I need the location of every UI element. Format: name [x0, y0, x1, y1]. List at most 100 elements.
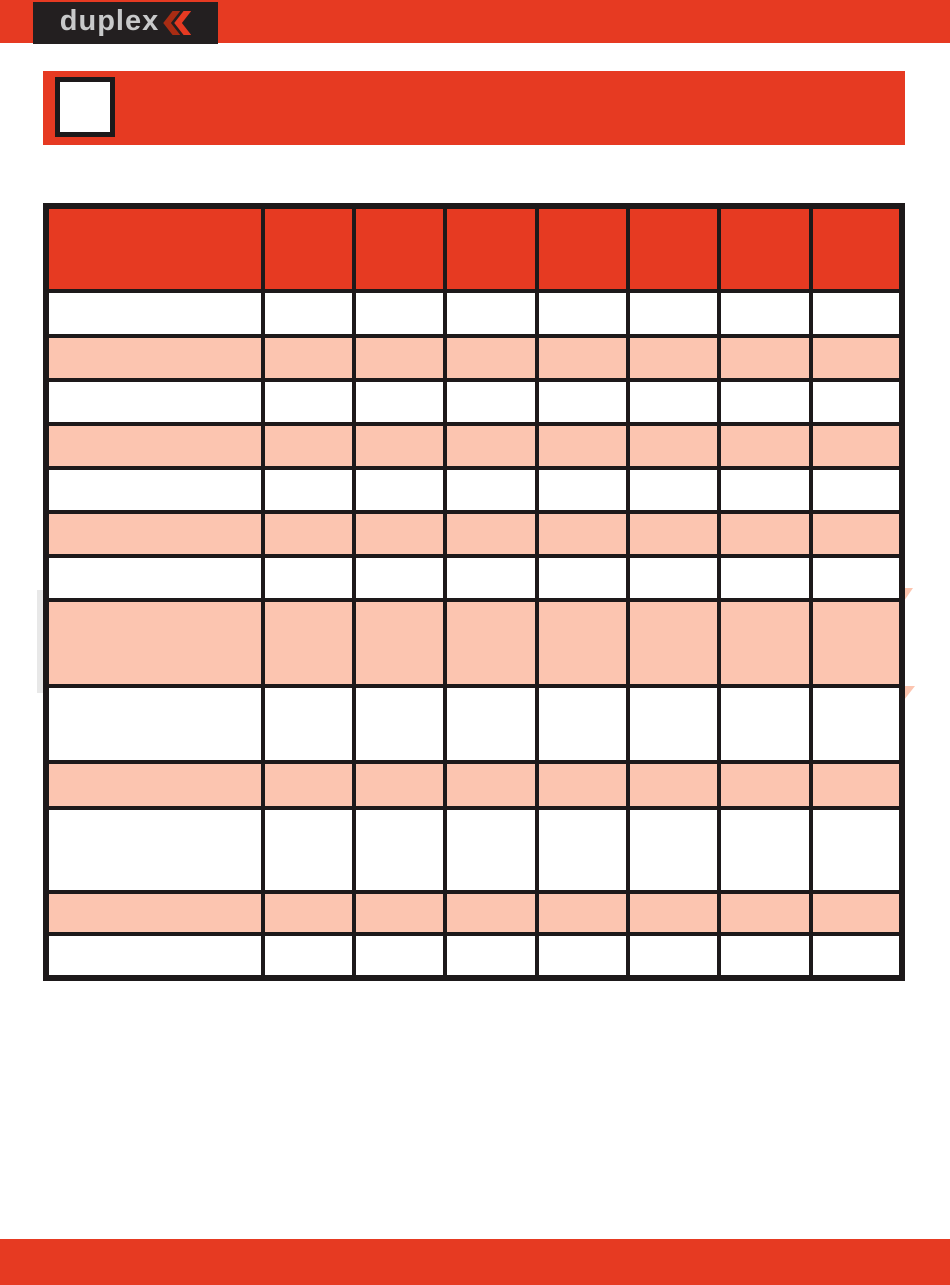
- table-cell: [808, 510, 905, 558]
- table-cell: [443, 334, 539, 382]
- table-cell: [625, 684, 722, 764]
- table-cell: [717, 890, 813, 936]
- table-cell: [443, 684, 539, 764]
- table-cell: [534, 890, 630, 936]
- table-cell: [625, 598, 722, 688]
- table-row: [44, 684, 905, 764]
- table-cell: [625, 466, 722, 514]
- table-row: [44, 334, 905, 382]
- table-cell: [717, 554, 813, 602]
- table-header-cell: [808, 204, 905, 293]
- table-cell: [44, 378, 265, 426]
- table-row: [44, 598, 905, 688]
- table-cell: [808, 890, 905, 936]
- table-cell: [625, 422, 722, 470]
- table-cell: [351, 422, 448, 470]
- table-cell: [44, 466, 265, 514]
- table-cell: [534, 806, 630, 894]
- table-cell: [260, 334, 356, 382]
- table-row: [44, 289, 905, 338]
- table-cell: [534, 422, 630, 470]
- table-cell: [443, 806, 539, 894]
- table-cell: [351, 289, 448, 338]
- table-row: [44, 890, 905, 936]
- table-row: [44, 932, 905, 980]
- table-cell: [808, 684, 905, 764]
- table-cell: [44, 806, 265, 894]
- table-cell: [44, 890, 265, 936]
- table-cell: [717, 932, 813, 980]
- table-cell: [351, 510, 448, 558]
- table-cell: [717, 598, 813, 688]
- table-cell: [443, 598, 539, 688]
- table-cell: [808, 289, 905, 338]
- table-row: [44, 422, 905, 470]
- table-cell: [260, 510, 356, 558]
- watermark-chevron-tip-bottom: [904, 686, 915, 700]
- table-row: [44, 510, 905, 558]
- data-table: [43, 203, 905, 981]
- table-row: [44, 806, 905, 894]
- table-cell: [44, 289, 265, 338]
- table-cell: [717, 378, 813, 426]
- table-body: [44, 289, 905, 980]
- table-cell: [808, 422, 905, 470]
- table-cell: [625, 890, 722, 936]
- table-cell: [534, 598, 630, 688]
- table-cell: [625, 760, 722, 810]
- table-cell: [351, 378, 448, 426]
- table-cell: [44, 932, 265, 980]
- table-cell: [808, 932, 905, 980]
- table-header-cell: [625, 204, 722, 293]
- brand-logo-text: duplex: [59, 5, 160, 37]
- table-head: [44, 204, 905, 293]
- table-container: [43, 203, 905, 981]
- table-cell: [260, 422, 356, 470]
- table-cell: [44, 510, 265, 558]
- table-row: [44, 204, 905, 293]
- table-cell: [443, 554, 539, 602]
- table-cell: [625, 510, 722, 558]
- table-cell: [808, 334, 905, 382]
- table-cell: [808, 598, 905, 688]
- table-cell: [534, 378, 630, 426]
- table-cell: [443, 932, 539, 980]
- table-cell: [443, 890, 539, 936]
- table-cell: [625, 378, 722, 426]
- table-cell: [443, 510, 539, 558]
- table-cell: [351, 598, 448, 688]
- table-cell: [44, 554, 265, 602]
- table-cell: [351, 554, 448, 602]
- table-row: [44, 378, 905, 426]
- table-cell: [808, 466, 905, 514]
- table-row: [44, 760, 905, 810]
- table-cell: [44, 334, 265, 382]
- table-cell: [443, 289, 539, 338]
- table-header-cell: [260, 204, 356, 293]
- section-number-box: [55, 77, 115, 137]
- table-cell: [534, 554, 630, 602]
- table-cell: [808, 554, 905, 602]
- table-row: [44, 466, 905, 514]
- table-cell: [260, 806, 356, 894]
- table-cell: [717, 806, 813, 894]
- table-cell: [717, 760, 813, 810]
- table-cell: [260, 684, 356, 764]
- table-cell: [351, 466, 448, 514]
- table-cell: [534, 760, 630, 810]
- table-cell: [717, 422, 813, 470]
- table-cell: [260, 378, 356, 426]
- table-cell: [717, 510, 813, 558]
- table-cell: [443, 760, 539, 810]
- double-left-chevron-icon: [163, 11, 192, 35]
- table-cell: [260, 598, 356, 688]
- table-cell: [443, 378, 539, 426]
- footer-red-bar: [0, 1239, 950, 1285]
- table-cell: [717, 684, 813, 764]
- table-header-cell: [351, 204, 448, 293]
- table-cell: [260, 890, 356, 936]
- table-cell: [717, 466, 813, 514]
- table-cell: [534, 684, 630, 764]
- table-cell: [625, 554, 722, 602]
